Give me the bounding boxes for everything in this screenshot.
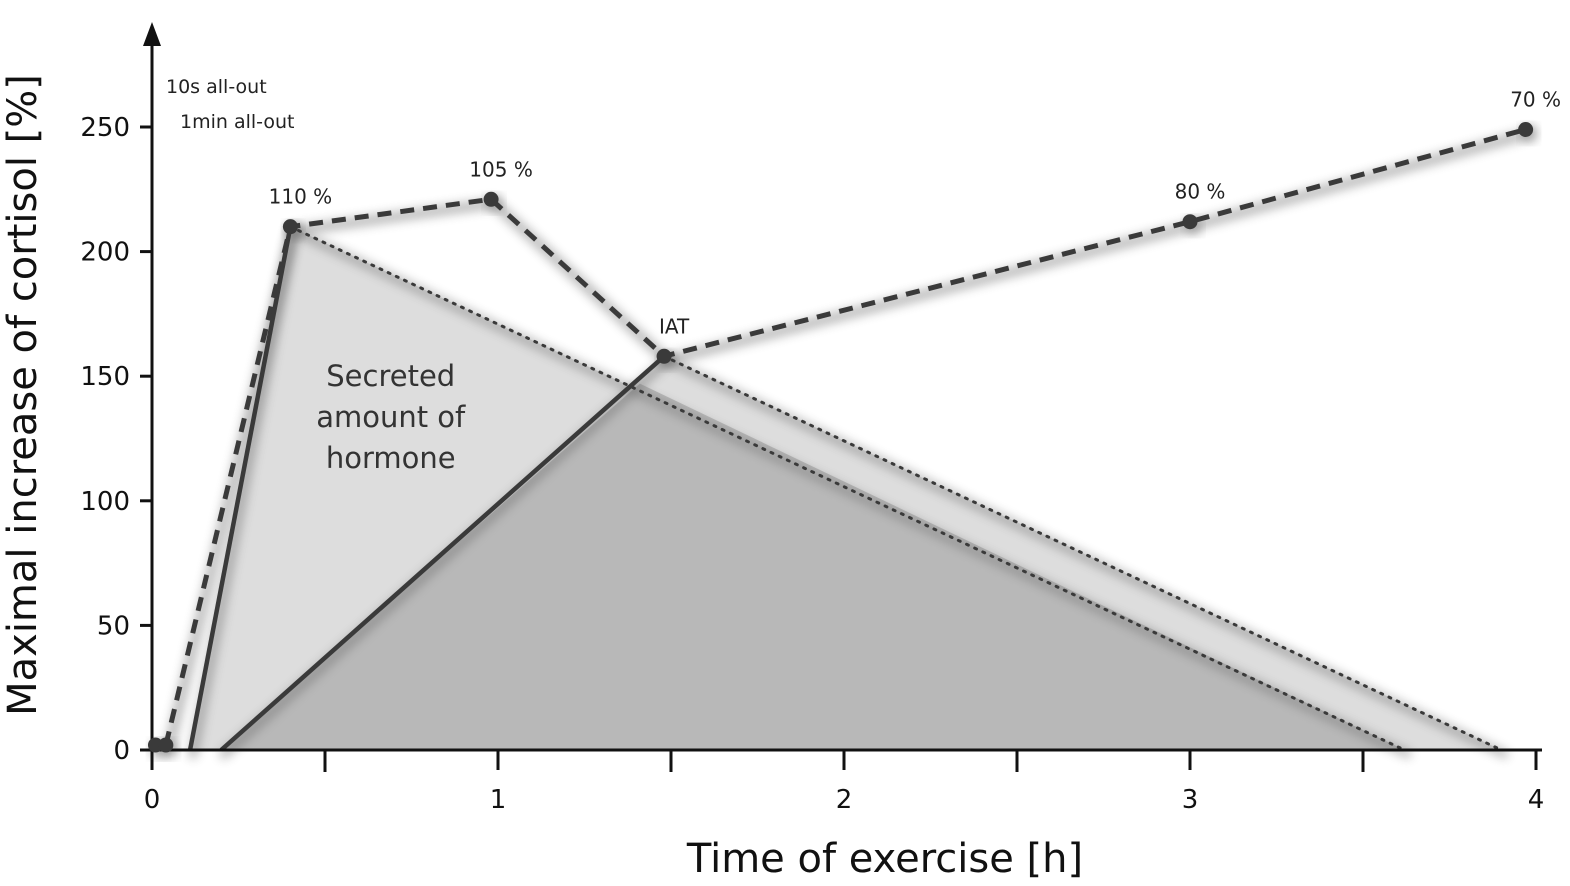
data-point-label-6: 70 % (1510, 87, 1561, 111)
series-line-3 (288, 225, 1407, 752)
series-shadow-2 (219, 355, 672, 759)
y-axis-title: Maximal increase of cortisol [%] (0, 74, 46, 716)
data-point-2 (282, 219, 298, 235)
y-axis-arrow (143, 22, 161, 46)
y-tick-label-200: 200 (80, 238, 130, 268)
series-shadow-1 (188, 225, 299, 759)
annotation-line-2: hormone (326, 441, 456, 475)
data-point-0 (147, 737, 163, 753)
y-tick-label-150: 150 (80, 362, 130, 392)
data-point-label-4: IAT (659, 314, 690, 338)
x-tick-label-0: 0 (144, 785, 161, 815)
series-shadow-3 (289, 226, 1412, 758)
data-point-label-3: 105 % (469, 157, 533, 181)
points-layer (147, 121, 1534, 753)
data-point-5 (1182, 214, 1198, 230)
y-tick-label-50: 50 (97, 611, 130, 641)
area-2 (221, 383, 1405, 750)
series-shadow-4 (663, 356, 1509, 758)
data-point-4 (656, 348, 672, 364)
lines-layer (163, 127, 1527, 752)
x-tick-label-4: 4 (1528, 785, 1545, 815)
data-point-label-5: 80 % (1175, 180, 1226, 204)
axes-layer: 0 50 100 150 200 250 0 1 2 3 4 (80, 22, 1544, 815)
x-tick-label-3: 3 (1182, 785, 1199, 815)
legend-note-1min: 1min all-out (180, 111, 294, 133)
legend-note-10s: 10s all-out (166, 76, 267, 98)
series-line-4 (662, 354, 1503, 752)
y-tick-label-250: 250 (80, 113, 130, 143)
x-tick-label-1: 1 (490, 785, 507, 815)
labels-layer: 110 % 105 % IAT 80 % 70 % Secreted amount of ho… (269, 87, 1561, 475)
series-line-1 (187, 226, 293, 751)
series-line-2 (219, 354, 666, 752)
x-axis-title: Time of exercise [h] (686, 836, 1083, 882)
data-point-1 (158, 737, 174, 753)
data-point-6 (1518, 121, 1534, 137)
annotation-line-0: Secreted (326, 359, 455, 393)
annotation-0: Secreted amount of hormone (316, 359, 466, 475)
series-line-0 (163, 127, 1527, 746)
y-tick-label-0: 0 (113, 736, 130, 766)
y-tick-label-100: 100 (80, 487, 130, 517)
annotation-line-1: amount of (316, 400, 466, 434)
data-point-label-2: 110 % (269, 185, 333, 209)
x-tick-label-2: 2 (836, 785, 853, 815)
data-point-3 (483, 191, 499, 207)
